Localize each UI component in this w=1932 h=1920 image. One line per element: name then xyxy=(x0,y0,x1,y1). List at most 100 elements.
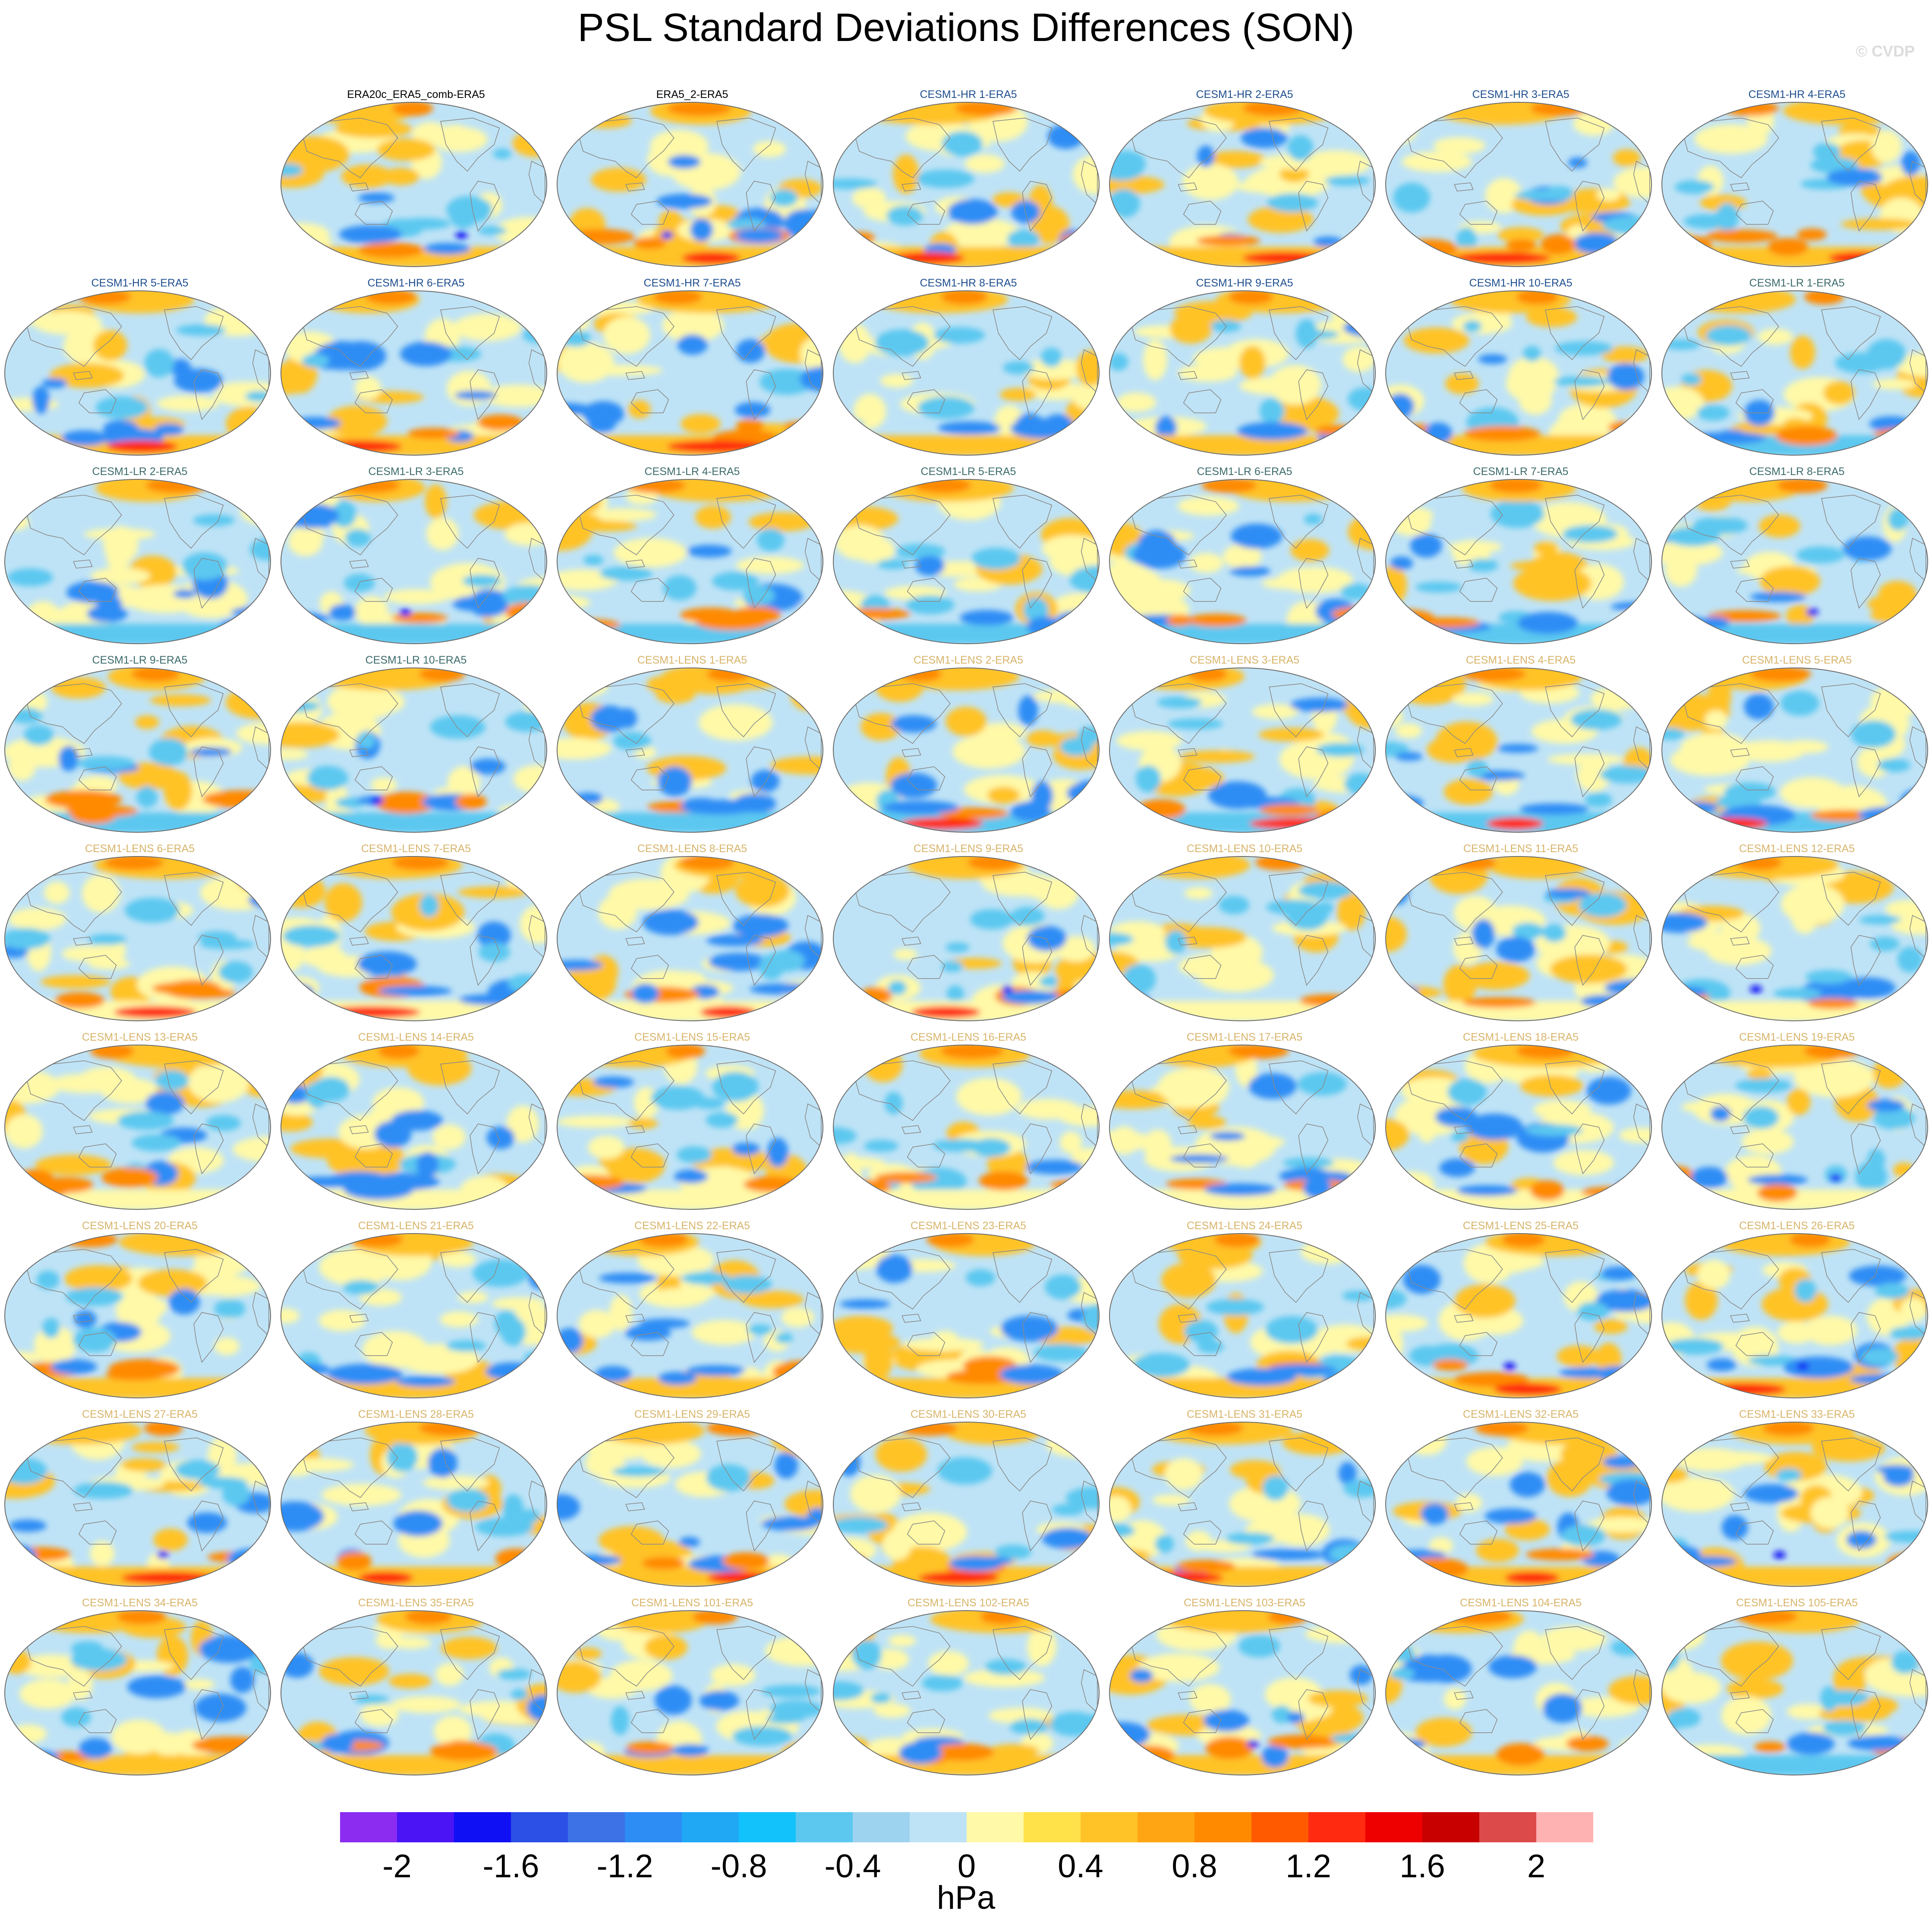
panel-title: CESM1-LR 6-ERA5 xyxy=(1197,466,1292,478)
colorbar-bin xyxy=(511,1812,568,1842)
world-map xyxy=(557,856,823,1021)
map-panel: CESM1-LENS 12-ERA5 xyxy=(1659,843,1932,1024)
world-map xyxy=(281,1610,547,1775)
world-map xyxy=(833,102,1100,267)
panel-title: CESM1-LR 3-ERA5 xyxy=(368,466,464,478)
panel-title: CESM1-LENS 9-ERA5 xyxy=(913,843,1024,855)
panel-title: CESM1-LENS 7-ERA5 xyxy=(361,843,471,855)
map-panel: CESM1-HR 7-ERA5 xyxy=(554,277,830,458)
world-map xyxy=(1385,856,1652,1021)
panel-title: CESM1-LENS 12-ERA5 xyxy=(1739,843,1855,855)
world-map xyxy=(1385,290,1652,456)
colorbar-bin xyxy=(340,1812,397,1842)
panel-title: CESM1-LENS 16-ERA5 xyxy=(910,1031,1027,1043)
map-panel: CESM1-LR 5-ERA5 xyxy=(830,466,1106,647)
world-map xyxy=(557,1233,823,1398)
map-panel: CESM1-LENS 17-ERA5 xyxy=(1106,1031,1383,1212)
world-map xyxy=(1385,1045,1652,1210)
world-map xyxy=(557,290,823,456)
map-panel: CESM1-LENS 101-ERA5 xyxy=(554,1597,830,1778)
world-map xyxy=(4,1233,271,1398)
world-map xyxy=(281,1422,547,1587)
colorbar-tick-label: 2 xyxy=(1527,1848,1546,1885)
world-map xyxy=(281,102,547,267)
panel-title: CESM1-LENS 5-ERA5 xyxy=(1742,654,1852,666)
world-map xyxy=(1385,1422,1652,1587)
panel-title: CESM1-HR 7-ERA5 xyxy=(643,277,741,289)
panel-title: ERA20c_ERA5_comb-ERA5 xyxy=(347,88,485,101)
map-panel: CESM1-LENS 23-ERA5 xyxy=(830,1220,1106,1401)
world-map xyxy=(1109,102,1376,267)
world-map xyxy=(833,1610,1100,1775)
world-map xyxy=(833,1233,1100,1398)
panel-title: CESM1-LENS 8-ERA5 xyxy=(637,843,747,855)
panel-title: CESM1-LR 9-ERA5 xyxy=(92,654,188,666)
world-map xyxy=(557,479,823,644)
map-panel: CESM1-HR 1-ERA5 xyxy=(830,88,1106,270)
world-map xyxy=(1109,856,1376,1021)
map-panel: CESM1-LENS 21-ERA5 xyxy=(278,1220,554,1401)
map-panel: CESM1-LR 10-ERA5 xyxy=(278,654,554,835)
panel-title: CESM1-LENS 15-ERA5 xyxy=(634,1031,750,1043)
panel-title: CESM1-HR 3-ERA5 xyxy=(1472,88,1570,101)
world-map xyxy=(833,1422,1100,1587)
map-panel: CESM1-HR 9-ERA5 xyxy=(1106,277,1383,458)
map-panel: CESM1-LENS 15-ERA5 xyxy=(554,1031,830,1212)
world-map xyxy=(1661,1422,1928,1587)
map-panel: CESM1-LENS 6-ERA5 xyxy=(2,843,278,1024)
map-panel: CESM1-LENS 4-ERA5 xyxy=(1383,654,1659,835)
panel-title: CESM1-LENS 102-ERA5 xyxy=(907,1597,1030,1609)
panel-title: CESM1-LENS 14-ERA5 xyxy=(358,1031,474,1043)
world-map xyxy=(1661,1045,1928,1210)
panel-title: CESM1-LENS 1-ERA5 xyxy=(637,654,747,666)
colorbar-tick-label: -1.2 xyxy=(596,1848,653,1885)
map-panel: CESM1-LENS 32-ERA5 xyxy=(1383,1408,1659,1590)
colorbar-tick-label: -0.4 xyxy=(824,1848,881,1885)
world-map xyxy=(281,1045,547,1210)
world-map xyxy=(281,290,547,456)
world-map xyxy=(281,1233,547,1398)
panel-title: CESM1-HR 8-ERA5 xyxy=(920,277,1017,289)
colorbar-bin xyxy=(625,1812,682,1842)
map-panel: ERA5_2-ERA5 xyxy=(554,88,830,270)
panel-title: CESM1-LENS 22-ERA5 xyxy=(634,1220,750,1232)
world-map xyxy=(1385,479,1652,644)
world-map xyxy=(281,667,547,833)
world-map xyxy=(1661,479,1928,644)
colorbar-tick-label: 1.2 xyxy=(1286,1848,1331,1885)
page-title: PSL Standard Deviations Differences (SON… xyxy=(577,6,1355,50)
panel-title: CESM1-LENS 101-ERA5 xyxy=(631,1597,753,1609)
world-map xyxy=(1661,1610,1928,1775)
map-panel: CESM1-LR 4-ERA5 xyxy=(554,466,830,647)
colorbar-bin xyxy=(1081,1812,1138,1842)
world-map xyxy=(1661,856,1928,1021)
panel-title: CESM1-LENS 17-ERA5 xyxy=(1186,1031,1303,1043)
map-panel: CESM1-LENS 19-ERA5 xyxy=(1659,1031,1932,1212)
colorbar-bin xyxy=(739,1812,796,1842)
colorbar-bin xyxy=(1308,1812,1365,1842)
colorbar-bin xyxy=(1536,1812,1593,1842)
world-map xyxy=(4,1610,271,1775)
panel-title: CESM1-HR 5-ERA5 xyxy=(91,277,189,289)
colorbar-tick-label: -1.6 xyxy=(482,1848,539,1885)
panel-title: CESM1-LENS 26-ERA5 xyxy=(1739,1220,1855,1232)
map-panel: CESM1-LENS 2-ERA5 xyxy=(830,654,1106,835)
world-map xyxy=(4,479,271,644)
map-panel: CESM1-LENS 28-ERA5 xyxy=(278,1408,554,1590)
world-map xyxy=(557,102,823,267)
map-panel: CESM1-HR 3-ERA5 xyxy=(1383,88,1659,270)
map-panel: CESM1-LENS 25-ERA5 xyxy=(1383,1220,1659,1401)
world-map xyxy=(557,1045,823,1210)
map-panel: CESM1-LENS 20-ERA5 xyxy=(2,1220,278,1401)
world-map xyxy=(1661,290,1928,456)
map-panel: CESM1-LENS 9-ERA5 xyxy=(830,843,1106,1024)
colorbar-bin xyxy=(1365,1812,1422,1842)
world-map xyxy=(557,667,823,833)
map-panel: CESM1-LR 7-ERA5 xyxy=(1383,466,1659,647)
map-panel: CESM1-HR 4-ERA5 xyxy=(1659,88,1932,270)
world-map xyxy=(4,1422,271,1587)
colorbar-bin xyxy=(910,1812,967,1842)
colorbar-bin xyxy=(796,1812,853,1842)
map-panel: CESM1-LENS 104-ERA5 xyxy=(1383,1597,1659,1778)
colorbar-bin xyxy=(1422,1812,1479,1842)
